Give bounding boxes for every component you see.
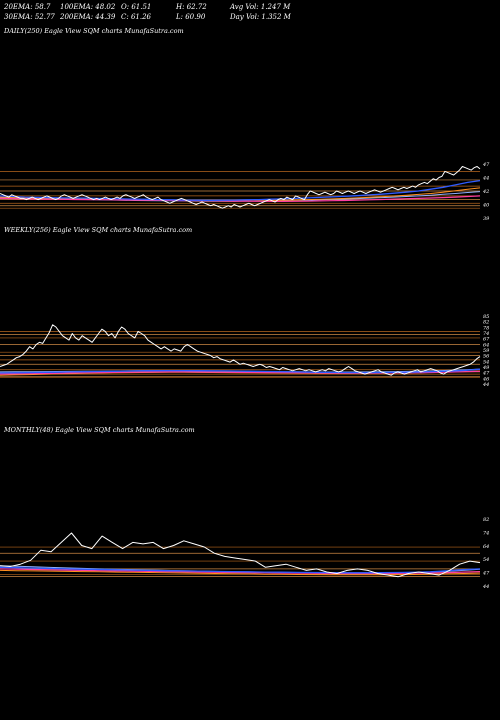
stat-open: O: 61.51: [121, 3, 152, 11]
daily-tick-label: 42: [482, 189, 489, 195]
stat-close: C: 61.26: [121, 13, 151, 21]
monthly-chart: 82 74 64 54 47 44: [0, 517, 490, 590]
weekly-tick-label: 54: [483, 359, 489, 365]
monthly-ema-pink-line: [0, 568, 481, 575]
weekly-tick-label: 82: [483, 320, 489, 326]
monthly-tick-label: 54: [483, 557, 489, 563]
weekly-tick-label: 59: [483, 348, 490, 354]
monthly-ema-orange-line: [0, 569, 481, 576]
daily-tick-label: 44: [482, 176, 489, 182]
weekly-tick-label: 74: [483, 331, 489, 337]
monthly-tick-label: 44: [482, 584, 489, 590]
weekly-tick-label: 64: [483, 342, 489, 348]
weekly-tick-label: 78: [483, 325, 489, 331]
daily-tick-label: 39: [483, 216, 490, 222]
daily-tick-label: 40: [482, 203, 490, 209]
daily-price-line: [0, 166, 481, 209]
daily-ema-blue-line: [0, 179, 481, 201]
weekly-tick-label: 46: [482, 376, 490, 382]
daily-chart: 47 44 42 40 39: [0, 162, 490, 222]
weekly-panel-label: WEEKLY(256) Eagle View SQM charts Munafa…: [4, 226, 193, 234]
weekly-tick-label: 47: [482, 371, 490, 377]
stat-avg-vol: Avg Vol: 1.247 M: [230, 3, 291, 11]
weekly-tick-label: 56: [483, 354, 490, 360]
weekly-tick-label: 85: [483, 314, 489, 320]
weekly-tick-label: 44: [482, 382, 489, 388]
monthly-tick-label: 47: [482, 571, 490, 577]
daily-tick-label: 47: [482, 162, 490, 168]
stat-200ema: 200EMA: 44.39: [60, 13, 116, 21]
stat-low: L: 60.90: [176, 13, 206, 21]
monthly-panel-label: MONTHLY(48) Eagle View SQM charts Munafa…: [4, 426, 195, 434]
weekly-tick-label: 49: [482, 365, 490, 371]
stat-100ema: 100EMA: 48.02: [60, 3, 116, 11]
weekly-price-line: [0, 324, 481, 376]
monthly-tick-label: 74: [483, 530, 489, 536]
stat-30ema: 30EMA: 52.77: [4, 13, 55, 21]
stat-20ema: 20EMA: 58.7: [4, 3, 51, 11]
monthly-tick-label: 82: [483, 517, 489, 523]
monthly-tick-label: 64: [483, 544, 489, 550]
monthly-price-line: [0, 532, 481, 578]
stat-high: H: 62.72: [176, 3, 207, 11]
stat-day-vol: Day Vol: 1.352 M: [230, 13, 291, 21]
monthly-ema-blue-line: [0, 566, 481, 574]
weekly-tick-label: 67: [483, 337, 490, 343]
daily-ema-pink-line: [0, 195, 481, 203]
daily-panel-label: DAILY(250) Eagle View SQM charts MunafaS…: [4, 27, 184, 35]
